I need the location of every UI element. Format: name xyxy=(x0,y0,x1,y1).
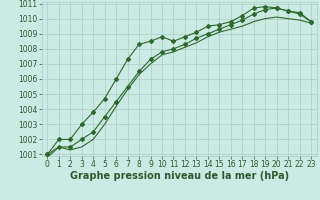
X-axis label: Graphe pression niveau de la mer (hPa): Graphe pression niveau de la mer (hPa) xyxy=(70,171,289,181)
